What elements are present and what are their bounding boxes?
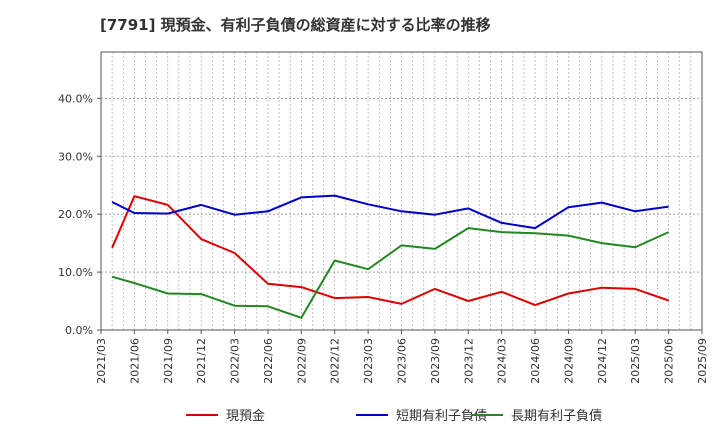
x-tick-label: 2022/09 [295,338,308,384]
y-tick-label: 0.0% [65,324,93,337]
series-line [111,195,669,307]
series-lines [111,194,670,319]
y-tick-label: 20.0% [58,208,93,221]
x-tick-label: 2023/06 [396,338,409,384]
x-tick-label: 2022/06 [262,338,275,384]
x-tick-label: 2024/03 [496,338,509,384]
x-tick-label: 2021/12 [195,338,208,384]
legend-label: 現預金 [226,408,265,424]
legend-label: 長期有利子負債 [511,409,602,424]
x-tick-label: 2022/03 [229,338,242,384]
y-axis-ticks: 0.0% 10.0% 20.0% 30.0% 40.0% [58,92,101,337]
x-tick-label: 2021/06 [128,338,141,384]
legend-label: 短期有利子負債 [396,409,487,424]
x-tick-label: 2025/09 [696,338,709,384]
chart-title: [7791] 現預金、有利子負債の総資産に対する比率の推移 [100,16,491,34]
x-tick-label: 2021/09 [162,338,175,384]
x-tick-label: 2022/12 [329,338,342,384]
y-tick-label: 40.0% [58,92,93,105]
x-tick-label: 2024/12 [596,338,609,384]
x-tick-label: 2021/03 [95,338,108,384]
series-line [111,194,669,230]
x-tick-label: 2023/12 [462,338,475,384]
x-tick-label: 2025/03 [629,338,642,384]
y-tick-label: 10.0% [58,266,93,279]
y-tick-label: 30.0% [58,150,93,163]
x-tick-label: 2023/03 [362,338,375,384]
x-tick-label: 2023/09 [429,338,442,384]
legend: 現預金 短期有利子負債 長期有利子負債 [186,408,602,424]
grid [101,52,702,330]
x-axis-ticks: 2021/03 2021/06 2021/09 2021/12 2022/03 2022/… [95,330,709,384]
x-tick-label: 2024/09 [562,338,575,384]
x-tick-label: 2024/06 [529,338,542,384]
x-tick-label: 2025/06 [663,338,676,384]
series-line [111,227,670,319]
